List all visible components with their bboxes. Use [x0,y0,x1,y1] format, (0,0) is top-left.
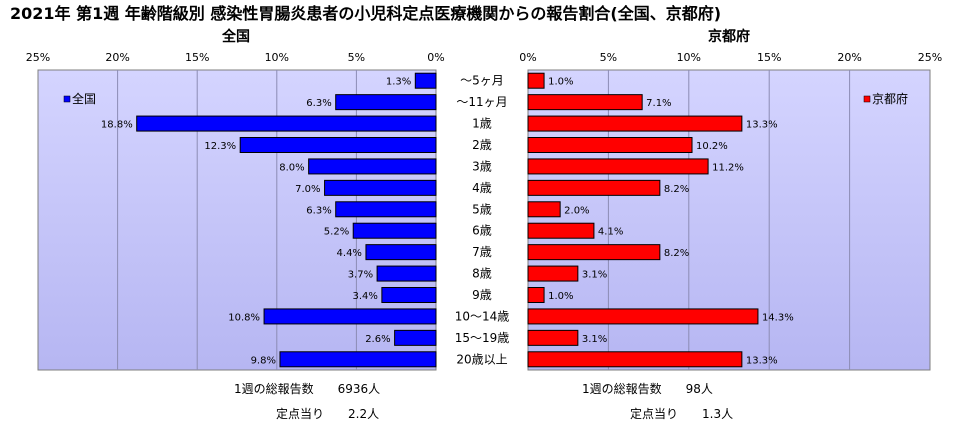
national-per-site: 定点当り 2.2人 [276,406,379,421]
category-label: 4歳 [472,181,492,195]
national-value-label: 12.3% [204,141,236,152]
national-value-label: 6.3% [306,98,331,109]
national-value-label: 5.2% [324,227,349,238]
category-label: ～5ヶ月 [460,74,504,88]
category-label: 20歳以上 [456,352,507,366]
national-bar [414,72,437,89]
national-value-label: 2.6% [365,334,390,345]
category-label: 9歳 [472,288,492,302]
category-label: 15～19歳 [455,331,510,345]
kyoto-bar [527,265,579,282]
kyoto-bar [527,158,709,175]
category-label: 7歳 [472,245,492,259]
kyoto-value-label: 2.0% [564,205,589,216]
national-x-tick-label: 15% [185,51,209,64]
kyoto-value-label: 8.2% [664,248,689,259]
national-plot-area [37,69,437,371]
national-value-label: 6.3% [306,205,331,216]
kyoto-x-tick-label: 25% [918,51,942,64]
kyoto-bar [527,287,545,303]
kyoto-value-label: 3.1% [582,270,607,281]
national-value-label: 9.8% [251,355,276,366]
national-bar [365,244,437,261]
kyoto-x-tick-label: 0% [519,51,536,64]
category-label: 2歳 [472,138,492,152]
kyoto-value-label: 1.0% [548,77,573,88]
kyoto-bar [527,351,743,368]
national-bar [308,158,437,175]
national-x-tick-label: 5% [348,51,365,64]
national-value-label: 7.0% [295,184,320,195]
kyoto-value-label: 3.1% [582,334,607,345]
national-bar [239,137,437,153]
kyoto-value-label: 4.1% [598,227,623,238]
national-bar [335,94,437,111]
national-bar [381,287,437,303]
kyoto-bar [527,329,579,346]
national-x-tick-label: 0% [427,51,444,64]
kyoto-value-label: 1.0% [548,291,573,302]
national-bar [335,201,437,218]
kyoto-value-label: 7.1% [646,98,671,109]
national-legend-label: 全国 [72,91,96,106]
national-value-label: 4.4% [337,248,362,259]
kyoto-value-label: 13.3% [746,355,778,366]
right-panel-title: 京都府 [708,28,750,45]
national-bar [263,308,437,325]
kyoto-bar [527,72,545,89]
kyoto-bar [527,94,643,111]
national-value-label: 8.0% [279,162,304,173]
kyoto-bar [527,308,759,325]
category-label: ～11ヶ月 [456,95,507,109]
kyoto-per-site: 定点当り 1.3人 [630,406,733,421]
national-value-label: 3.4% [352,291,377,302]
kyoto-bar [527,201,561,218]
kyoto-value-label: 11.2% [712,162,744,173]
national-bar [136,115,437,132]
national-report-total: 1週の総報告数 6936人 [234,381,380,396]
kyoto-x-tick-label: 5% [600,51,617,64]
kyoto-bar [527,137,693,153]
national-legend-swatch [63,95,71,103]
national-x-tick-label: 25% [26,51,50,64]
national-x-tick-label: 10% [265,51,289,64]
national-bar [324,179,437,196]
national-bar [279,351,437,368]
left-panel-title: 全国 [221,28,250,45]
national-value-label: 3.7% [348,270,373,281]
national-value-label: 10.8% [228,312,260,323]
kyoto-value-label: 14.3% [762,312,794,323]
national-value-label: 18.8% [101,120,133,131]
national-bar [352,222,437,239]
category-label: 6歳 [472,224,492,238]
kyoto-bar [527,222,595,239]
category-label: 5歳 [472,202,492,216]
national-bar [376,265,437,282]
kyoto-value-label: 8.2% [664,184,689,195]
chart-title: 2021年 第1週 年齢階級別 感染性胃腸炎患者の小児科定点医療機関からの報告割… [10,4,721,23]
kyoto-legend-swatch [863,95,871,103]
kyoto-plot-area [527,69,931,371]
national-value-label: 1.3% [386,77,411,88]
kyoto-value-label: 13.3% [746,120,778,131]
category-label: 3歳 [472,159,492,173]
kyoto-x-tick-label: 10% [677,51,701,64]
kyoto-x-tick-label: 20% [837,51,861,64]
category-label: 8歳 [472,267,492,281]
kyoto-report-total: 1週の総報告数 98人 [582,381,713,396]
category-label: 10～14歳 [455,309,510,323]
kyoto-value-label: 10.2% [696,141,728,152]
kyoto-legend-label: 京都府 [872,91,908,106]
kyoto-bar [527,115,743,132]
kyoto-x-tick-label: 15% [757,51,781,64]
category-label: 1歳 [472,117,492,131]
kyoto-bar [527,244,661,261]
national-bar [394,329,437,346]
kyoto-bar [527,179,661,196]
national-x-tick-label: 20% [105,51,129,64]
